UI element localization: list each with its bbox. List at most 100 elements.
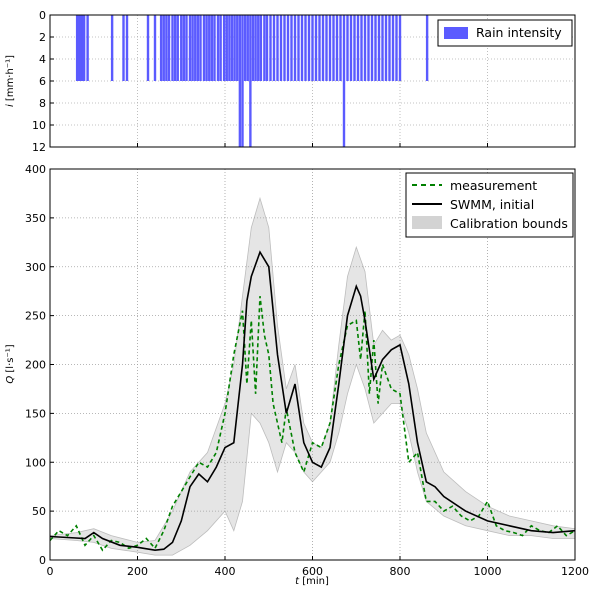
rain-bar xyxy=(395,15,398,81)
bottom-y-tick-label: 350 xyxy=(25,212,46,225)
rain-bar xyxy=(328,15,332,81)
legend-label-measurement: measurement xyxy=(450,178,537,193)
top-y-tick-label: 8 xyxy=(39,97,46,110)
top-legend: Rain intensity xyxy=(437,19,573,47)
rain-bar xyxy=(391,15,395,81)
rain-bar xyxy=(188,15,192,81)
bottom-y-tick-label: 100 xyxy=(25,456,46,469)
rain-bar xyxy=(77,15,81,81)
rain-bar xyxy=(272,15,276,81)
top-y-axis-label: i [mm·h⁻¹] xyxy=(5,55,16,107)
rain-bar xyxy=(86,15,89,81)
rain-bar xyxy=(208,15,211,81)
rain-bar xyxy=(293,15,297,81)
rain-bar xyxy=(360,15,363,81)
rain-bar xyxy=(233,15,236,81)
rain-bar xyxy=(283,15,286,81)
rain-bar xyxy=(213,15,216,81)
rain-bar xyxy=(276,15,279,81)
rain-bar xyxy=(180,15,183,81)
rain-bar xyxy=(307,15,311,81)
rain-bar xyxy=(82,15,86,81)
rain-bar xyxy=(346,15,349,81)
rain-bar xyxy=(300,15,304,81)
rain-bar xyxy=(304,15,307,81)
rain-bar xyxy=(353,15,356,81)
rain-bar xyxy=(241,15,244,147)
legend-label-bounds: Calibration bounds xyxy=(450,216,568,231)
rain-bar xyxy=(388,15,391,81)
bottom-y-ticks: 0 50 100 150 200 250 300 350 400 xyxy=(25,163,54,567)
rain-bar xyxy=(311,15,314,81)
rain-bar xyxy=(259,15,263,81)
rain-bar xyxy=(263,15,266,81)
rain-bar xyxy=(367,15,370,81)
rain-bar xyxy=(290,15,293,81)
rain-bar xyxy=(122,15,125,81)
rain-bar xyxy=(342,15,346,147)
top-y-tick-label: 0 xyxy=(39,9,46,22)
rain-bar xyxy=(236,15,239,81)
rain-bar xyxy=(349,15,353,81)
bottom-x-tick-label: 600 xyxy=(302,565,323,578)
rain-bar xyxy=(374,15,377,81)
bottom-y-axis-var: Q xyxy=(5,376,16,384)
rain-bar xyxy=(225,15,228,81)
bottom-x-tick-label: 1200 xyxy=(561,565,589,578)
rain-bar xyxy=(162,15,165,81)
bottom-y-tick-label: 50 xyxy=(32,505,46,518)
rain-bar xyxy=(202,15,206,81)
top-y-tick-label: 12 xyxy=(32,141,46,154)
rain-bar xyxy=(314,15,318,81)
rain-bar xyxy=(251,15,255,81)
top-y-tick-label: 10 xyxy=(32,119,46,132)
top-y-axis-var: i xyxy=(5,104,16,107)
rain-bar xyxy=(370,15,374,81)
rain-bar xyxy=(377,15,381,81)
rain-bar xyxy=(228,15,231,81)
discharge-lines xyxy=(49,250,576,552)
rain-bar xyxy=(321,15,325,81)
bottom-y-tick-label: 200 xyxy=(25,359,46,372)
top-y-tick-label: 4 xyxy=(39,53,46,66)
rain-bar xyxy=(257,15,260,81)
rain-bar xyxy=(110,15,114,81)
legend-swatch-rain xyxy=(444,27,468,39)
bottom-x-tick-label: 0 xyxy=(47,565,54,578)
legend-label-rain: Rain intensity xyxy=(476,25,562,40)
rain-bar xyxy=(339,15,342,81)
rain-bar xyxy=(230,15,234,81)
rain-bar xyxy=(318,15,321,81)
rain-bar xyxy=(286,15,290,81)
rain-bar xyxy=(199,15,202,81)
rain-bar xyxy=(381,15,384,81)
rain-bar xyxy=(249,15,252,147)
rain-bar xyxy=(279,15,283,81)
rain-bar xyxy=(297,15,300,81)
rain-bar xyxy=(246,15,249,81)
top-y-tick-label: 2 xyxy=(39,31,46,44)
legend-swatch-bounds xyxy=(412,216,442,229)
rain-bar xyxy=(398,15,402,81)
bottom-legend: measurement SWMM, initial Calibration bo… xyxy=(405,172,574,238)
rain-bar xyxy=(75,15,79,81)
rain-bar xyxy=(216,15,220,81)
rain-bar xyxy=(363,15,367,81)
bottom-x-tick-label: 400 xyxy=(215,565,236,578)
rain-bar xyxy=(173,15,177,81)
swmm-initial-line xyxy=(49,250,576,552)
rain-bar xyxy=(210,15,214,81)
rain-bar xyxy=(176,15,179,81)
rain-bar xyxy=(335,15,339,81)
rain-bar xyxy=(194,15,197,81)
rain-bar xyxy=(384,15,388,81)
rain-bar xyxy=(159,15,163,81)
rain-bar xyxy=(265,15,269,81)
bottom-y-tick-label: 300 xyxy=(25,261,46,274)
legend-label-swmm: SWMM, initial xyxy=(450,197,534,212)
bottom-x-ticks: 0 200 400 600 800 1000 1200 xyxy=(47,556,589,578)
bottom-y-tick-label: 0 xyxy=(39,554,46,567)
top-y-tick-label: 6 xyxy=(39,75,46,88)
rain-bar xyxy=(146,15,150,81)
